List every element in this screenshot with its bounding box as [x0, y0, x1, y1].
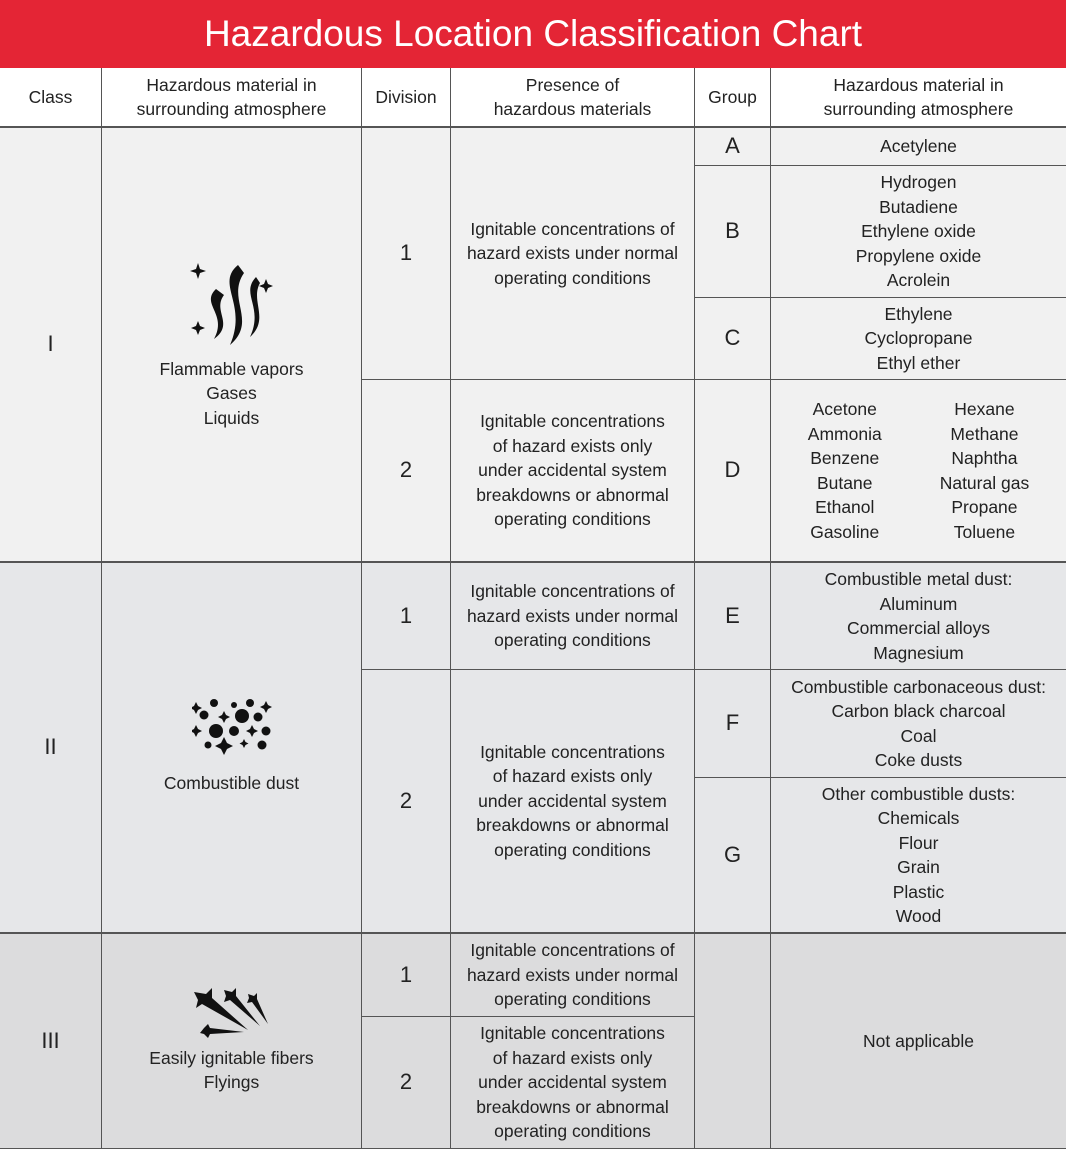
class-iii-division-1: 1 — [362, 934, 451, 1017]
class-iii-presence-1: Ignitable concentrations of hazard exist… — [451, 934, 695, 1017]
header-division: Division — [362, 68, 451, 128]
class-i-presence-2: Ignitable concentrations of hazard exist… — [451, 380, 695, 563]
group-f-materials: Combustible carbonaceous dust: Carbon bl… — [771, 670, 1066, 778]
class-iii-group-empty — [695, 934, 771, 1149]
header-presence: Presence of hazardous materials — [451, 68, 695, 128]
header-group: Group — [695, 68, 771, 128]
group-a: A — [695, 128, 771, 166]
header-class: Class — [0, 68, 102, 128]
class-iii-material-text: Easily ignitable fibers Flyings — [149, 1047, 314, 1093]
group-b-materials: Hydrogen Butadiene Ethylene oxide Propyl… — [771, 166, 1066, 298]
chart-title: Hazardous Location Classification Chart — [0, 0, 1066, 68]
group-b: B — [695, 166, 771, 298]
fibers-icon — [193, 987, 268, 1038]
group-g: G — [695, 778, 771, 934]
flame-vapors-icon — [189, 262, 273, 345]
group-d: D — [695, 380, 771, 563]
class-ii-presence-2: Ignitable concentrations of hazard exist… — [451, 670, 695, 934]
group-c-materials: Ethylene Cyclopropane Ethyl ether — [771, 298, 1066, 380]
class-i-material: Flammable vapors Gases Liquids — [102, 128, 362, 563]
header-material: Hazardous material in surrounding atmosp… — [102, 68, 362, 128]
class-iii-not-applicable: Not applicable — [771, 934, 1066, 1149]
group-f: F — [695, 670, 771, 778]
group-d-materials-right: Hexane Methane Naphtha Natural gas Propa… — [939, 399, 1030, 542]
group-e: E — [695, 563, 771, 670]
class-ii-label: II — [0, 563, 102, 934]
class-ii-presence-1: Ignitable concentrations of hazard exist… — [451, 563, 695, 670]
header-group-material: Hazardous material in surrounding atmosp… — [771, 68, 1066, 128]
class-ii-division-2: 2 — [362, 670, 451, 934]
class-i-label: I — [0, 128, 102, 563]
group-a-materials: Acetylene — [771, 128, 1066, 166]
group-d-materials: Acetone Ammonia Benzene Butane Ethanol G… — [771, 380, 1066, 563]
class-i-material-text: Flammable vapors Gases Liquids — [159, 358, 304, 428]
group-c: C — [695, 298, 771, 380]
dust-particles-icon — [191, 699, 272, 756]
class-iii-material: Easily ignitable fibers Flyings — [102, 934, 362, 1149]
class-ii-material: Combustible dust — [102, 563, 362, 934]
class-iii-label: III — [0, 934, 102, 1149]
class-iii-division-2: 2 — [362, 1017, 451, 1149]
class-i-division-2: 2 — [362, 380, 451, 563]
class-ii-division-1: 1 — [362, 563, 451, 670]
class-ii-material-text: Combustible dust — [163, 773, 300, 794]
class-i-division-1: 1 — [362, 128, 451, 380]
group-g-materials: Other combustible dusts: Chemicals Flour… — [771, 778, 1066, 934]
group-d-materials-left: Acetone Ammonia Benzene Butane Ethanol G… — [807, 399, 882, 542]
class-iii-presence-2: Ignitable concentrations of hazard exist… — [451, 1017, 695, 1149]
class-i-presence-1: Ignitable concentrations of hazard exist… — [451, 128, 695, 380]
group-e-materials: Combustible metal dust: Aluminum Commerc… — [771, 563, 1066, 670]
